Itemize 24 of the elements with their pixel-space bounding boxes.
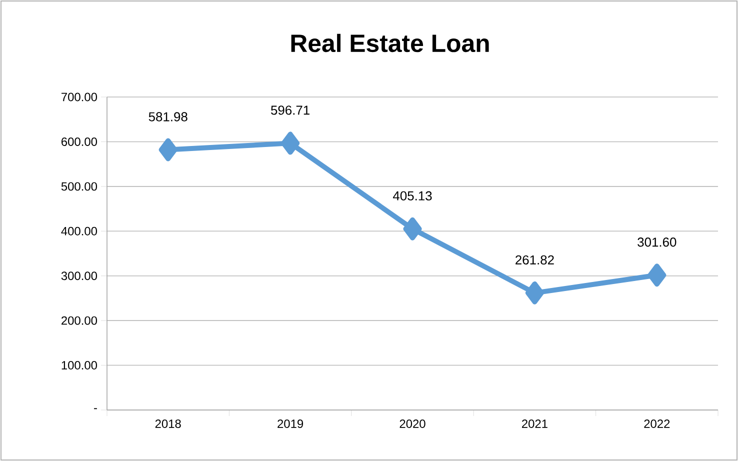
point (281, 132, 300, 155)
y-tick-label: 600.00 (62, 137, 98, 146)
data-label: 581.98 (148, 112, 188, 122)
x-tick-label: 2021 (522, 420, 548, 428)
data-label: 405.13 (392, 191, 432, 200)
y-tick-label: - (94, 408, 97, 410)
point (525, 281, 544, 304)
x-tick-label: 2022 (644, 420, 670, 428)
x-tick-label: 2020 (400, 420, 426, 428)
x-tick-label: 2018 (155, 420, 181, 428)
data-label: 261.82 (516, 255, 554, 265)
y-tick-label: 400.00 (61, 226, 98, 236)
point (158, 138, 178, 162)
data-label: 301.60 (638, 238, 676, 247)
y-tick-label: 500.00 (61, 182, 98, 191)
data-label: 596.71 (271, 106, 310, 115)
x-tick-label: 2019 (278, 420, 304, 428)
y-tick-label: 700.00 (62, 92, 98, 102)
point (403, 217, 422, 240)
y-tick-label: 200.00 (62, 316, 98, 325)
y-tick-label: 100.00 (62, 361, 98, 370)
point (648, 264, 666, 287)
y-tick-label: 300.00 (61, 272, 98, 280)
chart-title: Real Estate Loan (291, 34, 489, 52)
